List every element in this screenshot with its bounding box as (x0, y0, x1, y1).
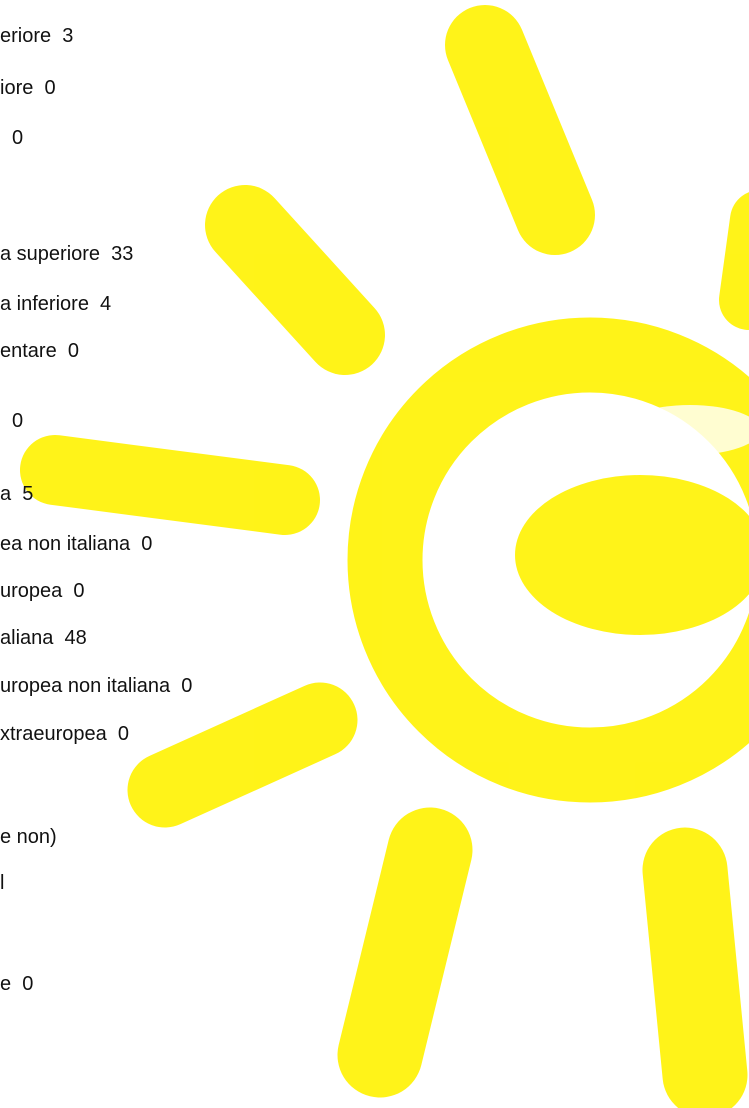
text-line: a 5 (0, 483, 34, 505)
text-line: e 0 (0, 973, 34, 995)
text-line: xtraeuropea 0 (0, 723, 129, 745)
text-line: entare 0 (0, 340, 79, 362)
text-line: uropea 0 (0, 580, 85, 602)
text-line: l (0, 872, 5, 894)
text-line: uropea non italiana 0 (0, 675, 193, 697)
text-line: a inferiore 4 (0, 293, 112, 315)
text-line: iore 0 (0, 77, 56, 99)
text-line: 0 (12, 127, 24, 149)
text-line: eriore 3 (0, 25, 74, 47)
text-line: ea non italiana 0 (0, 533, 153, 555)
text-line: a superiore 33 (0, 243, 134, 265)
text-line: 0 (12, 410, 24, 432)
text-line: e non) (0, 826, 57, 848)
text-line: aliana 48 (0, 627, 87, 649)
